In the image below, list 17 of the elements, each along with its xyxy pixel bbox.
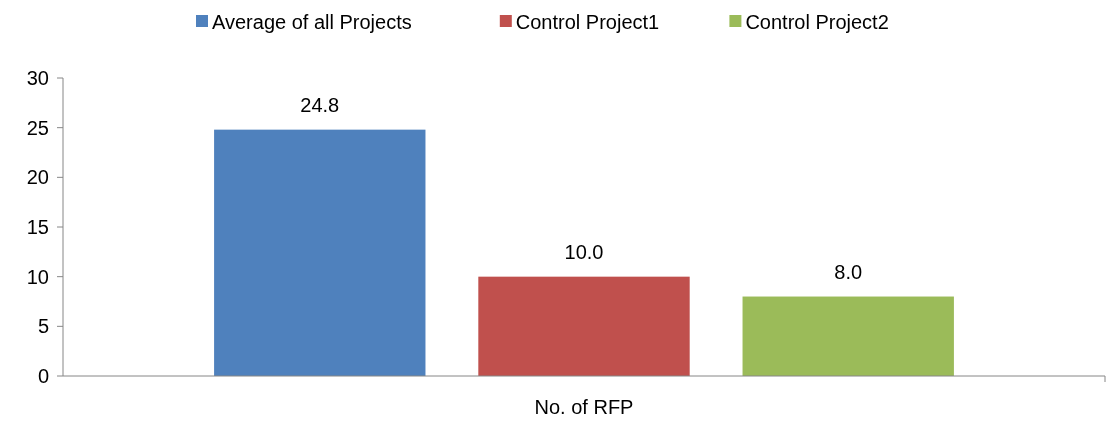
- y-tick-label: 15: [26, 216, 49, 238]
- y-tick-label: 0: [37, 365, 49, 387]
- data-label: 8.0: [834, 260, 863, 283]
- bar: [742, 296, 954, 376]
- bar: [214, 129, 426, 376]
- legend-label: Control Project2: [745, 11, 889, 33]
- y-tick-label: 30: [26, 67, 49, 89]
- y-tick-label: 10: [26, 265, 49, 288]
- x-tick-label: No. of RFP: [534, 396, 634, 418]
- data-label: 10.0: [564, 240, 604, 263]
- data-label: 24.8: [300, 93, 340, 116]
- y-tick-label: 5: [37, 315, 49, 338]
- y-tick-label: 20: [26, 166, 49, 189]
- legend-label: Control Project1: [515, 11, 660, 33]
- legend-label: Average of all Projects: [212, 11, 412, 33]
- y-tick-label: 25: [26, 116, 49, 139]
- bar: [478, 276, 690, 376]
